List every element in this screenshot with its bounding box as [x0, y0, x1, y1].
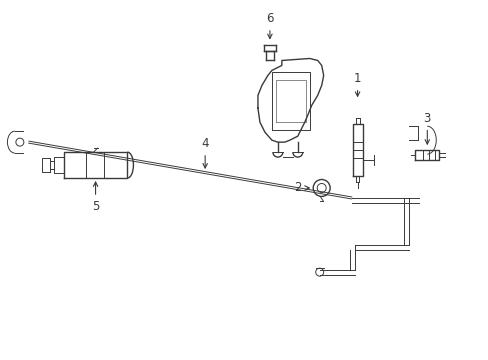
Text: 1: 1: [353, 72, 361, 96]
Text: 4: 4: [201, 137, 208, 168]
Text: 3: 3: [423, 112, 430, 144]
Text: 5: 5: [92, 182, 99, 213]
Text: 2: 2: [294, 181, 308, 194]
Text: 6: 6: [265, 12, 273, 39]
